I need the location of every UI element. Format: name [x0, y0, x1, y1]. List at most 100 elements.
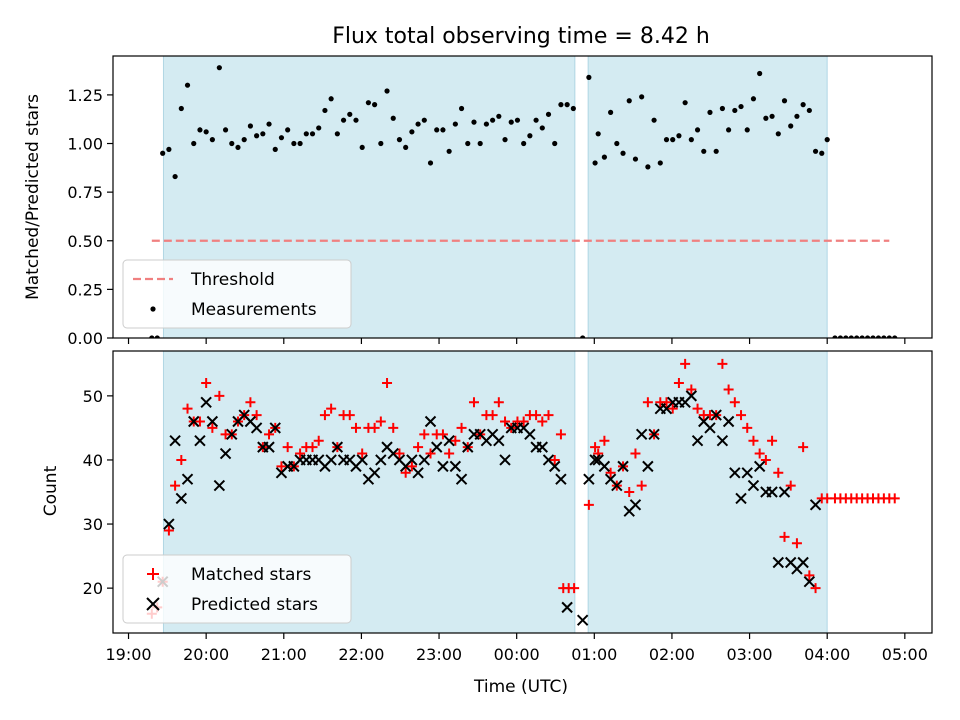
measurement-point: [353, 117, 359, 123]
predicted-star-point: [194, 435, 206, 447]
matched-star-point: [729, 397, 740, 408]
measurement-point: [409, 129, 415, 135]
matched-star-point: [194, 416, 205, 427]
measurement-point: [812, 148, 819, 154]
predicted-star-point: [493, 435, 505, 447]
matched-star-point: [450, 435, 461, 446]
predicted-star-point: [589, 454, 601, 466]
measurement-point: [365, 100, 372, 106]
measurement-point: [738, 103, 744, 110]
matched-star-point: [319, 410, 330, 421]
predicted-star-point: [691, 435, 704, 447]
y-tick-label-ratio: 0.75: [67, 183, 103, 202]
measurement-point: [601, 154, 608, 160]
measurement-point: [514, 117, 521, 123]
measurement-point: [216, 65, 222, 71]
measurement-point: [859, 335, 865, 338]
predicted-star-point: [747, 479, 760, 492]
measurement-point: [149, 335, 155, 338]
axes-frame-ratio: [112, 55, 933, 339]
measurement-point: [427, 160, 434, 166]
predicted-star-point: [181, 473, 194, 485]
measurement-point: [663, 137, 670, 143]
matched-star-point: [767, 435, 778, 446]
x-tick-label: 03:00: [727, 645, 773, 664]
predicted-star-point: [778, 486, 791, 498]
measurement-point: [334, 131, 340, 137]
predicted-star-point: [368, 467, 381, 479]
predicted-star-point: [418, 454, 431, 466]
x-tick-label: 02:00: [649, 645, 695, 664]
predicted-star-point: [462, 441, 474, 453]
measurement-point: [639, 94, 645, 100]
predicted-star-point: [250, 422, 263, 434]
matched-star-point: [754, 448, 765, 459]
matched-star-point: [723, 384, 734, 395]
matched-star-point: [537, 416, 548, 427]
measurement-point: [483, 121, 490, 127]
measurement-point: [197, 127, 203, 133]
predicted-star-point: [406, 454, 418, 466]
predicted-star-point: [219, 447, 232, 460]
predicted-star-point: [803, 576, 816, 588]
matched-star-point: [779, 531, 790, 542]
series-measurements: [149, 65, 898, 338]
matched-star-point: [350, 422, 361, 433]
matched-star-point: [661, 397, 672, 408]
y-tick-label-count: 20: [83, 579, 103, 598]
matched-star-point: [251, 410, 262, 421]
measurement-point: [521, 140, 527, 147]
y-tick-label-ratio: 1.00: [67, 135, 103, 154]
matched-star-point: [692, 403, 703, 414]
legend-measurement-swatch: [150, 306, 156, 312]
x-tick-label: 01:00: [571, 645, 617, 664]
matched-star-point: [375, 416, 386, 427]
matched-star-point: [636, 480, 647, 491]
predicted-star-point: [263, 441, 275, 453]
matched-star-point: [282, 442, 293, 453]
predicted-star-point: [635, 428, 648, 441]
matched-star-point: [487, 410, 498, 421]
matched-star-point: [382, 378, 393, 389]
predicted-star-point: [722, 415, 735, 428]
measurement-point: [229, 140, 235, 147]
measurement-point: [203, 129, 209, 135]
matched-star-point: [590, 442, 601, 453]
measurement-point: [614, 140, 620, 147]
y-tick-label-ratio: 0.25: [67, 280, 103, 299]
measurement-point: [626, 98, 632, 104]
predicted-star-point: [741, 467, 753, 479]
matched-star-point: [748, 435, 759, 446]
measurement-point: [340, 117, 347, 123]
matched-star-point: [207, 422, 218, 433]
measurement-point: [291, 140, 297, 147]
measurement-point: [750, 96, 757, 102]
predicted-star-point: [617, 460, 629, 473]
matched-star-point: [170, 480, 181, 491]
predicted-star-point: [611, 479, 623, 492]
predicted-star-point: [797, 556, 809, 569]
matched-star-point: [791, 538, 802, 549]
matched-star-point: [680, 358, 691, 369]
y-tick-label-ratio: 0.00: [67, 329, 103, 348]
measurement-point: [235, 144, 241, 151]
matched-star-point: [742, 422, 753, 433]
measurement-point: [620, 150, 626, 156]
x-tick-label: 22:00: [338, 645, 384, 664]
matched-star-point: [182, 403, 193, 414]
measurement-point: [775, 131, 781, 137]
measurement-point: [719, 105, 725, 112]
x-tick-label: 19:00: [105, 645, 151, 664]
observing-interval-ratio-2: [587, 56, 828, 338]
measurement-point: [870, 335, 876, 338]
matched-star-point: [736, 410, 747, 421]
measurement-point: [403, 144, 409, 151]
matched-star-point: [599, 435, 610, 446]
measurement-point: [384, 88, 390, 94]
measurement-point: [564, 102, 570, 108]
measurement-point: [586, 74, 592, 80]
y-tick-label-count: 40: [83, 451, 103, 470]
measurement-point: [209, 137, 215, 143]
measurement-point: [837, 335, 843, 338]
x-tick-label: 00:00: [494, 645, 540, 664]
